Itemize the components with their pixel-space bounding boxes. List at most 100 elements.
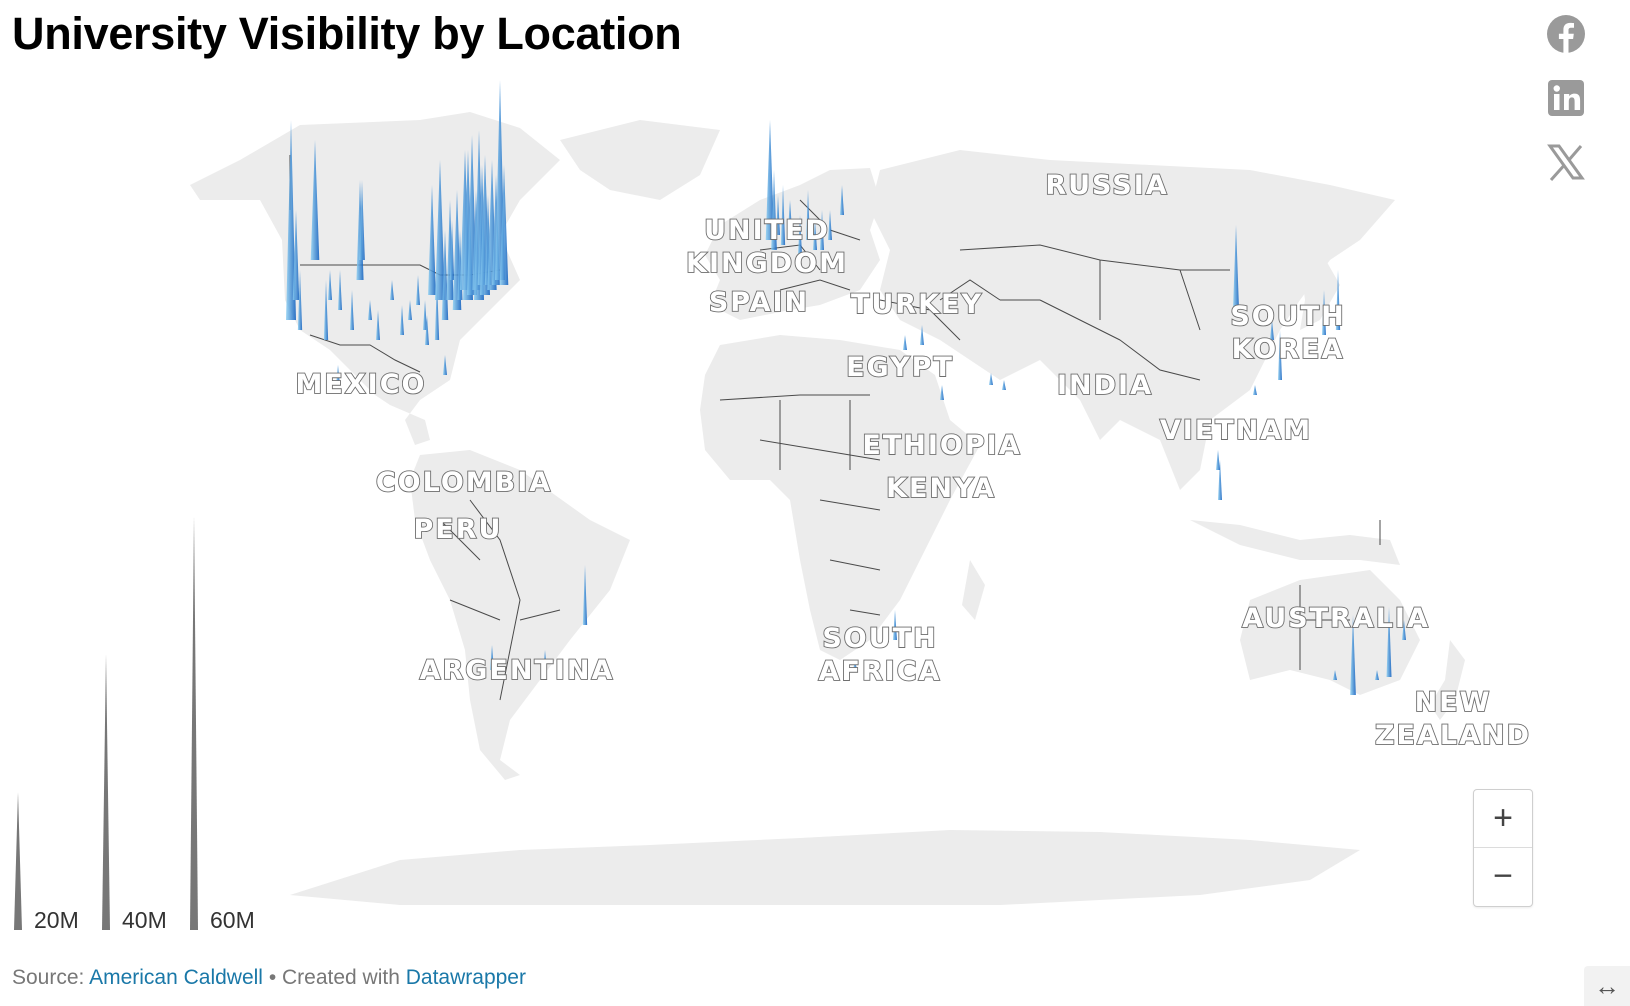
- linkedin-icon[interactable]: [1542, 74, 1590, 122]
- country-label-line: AFRICA: [819, 656, 942, 687]
- country-label-line: AUSTRALIA: [1242, 603, 1430, 634]
- location-spike[interactable]: [1278, 330, 1282, 380]
- border-us-mexico: [309, 334, 421, 373]
- location-spike[interactable]: [1232, 225, 1240, 310]
- country-label-argentina: ARGENTINA: [420, 655, 615, 686]
- country-label-line: MEXICO: [296, 369, 427, 400]
- land-australia: [1240, 570, 1420, 695]
- location-spike[interactable]: [1322, 290, 1326, 335]
- country-label-line: KOREA: [1232, 334, 1345, 365]
- location-spike[interactable]: [443, 355, 447, 375]
- country-label-colombia: COLOMBIA: [376, 467, 552, 498]
- location-spike[interactable]: [292, 210, 300, 300]
- location-spike[interactable]: [920, 325, 924, 345]
- source-link[interactable]: American Caldwell: [89, 966, 263, 989]
- location-spike[interactable]: [328, 270, 332, 300]
- location-spike[interactable]: [582, 565, 588, 625]
- location-spike[interactable]: [338, 270, 342, 310]
- location-spike[interactable]: [853, 660, 857, 670]
- location-spike[interactable]: [1402, 620, 1406, 640]
- border-south-america: [439, 499, 561, 701]
- location-spike[interactable]: [499, 165, 509, 285]
- border-australia: [1299, 585, 1350, 670]
- location-spike[interactable]: [425, 315, 429, 345]
- location-spike[interactable]: [336, 365, 340, 385]
- zoom-in-button[interactable]: +: [1493, 799, 1513, 837]
- country-label-south-korea: SOUTH KOREA: [1230, 301, 1345, 365]
- land-africa: [700, 335, 980, 660]
- location-spike[interactable]: [449, 220, 455, 280]
- location-spike[interactable]: [286, 120, 296, 320]
- country-label-line: VIETNAM: [1160, 415, 1312, 446]
- country-label-ethiopia: ETHIOPIA: [862, 430, 1021, 461]
- legend-spike: [14, 792, 22, 930]
- country-label-line: INDIA: [1057, 370, 1153, 401]
- location-spike[interactable]: [903, 335, 907, 350]
- location-spike[interactable]: [434, 280, 440, 340]
- country-label-kenya: KENYA: [886, 473, 996, 504]
- location-spike[interactable]: [408, 300, 412, 320]
- location-spike[interactable]: [813, 220, 817, 250]
- border-middle-east: [879, 279, 1001, 341]
- location-spike[interactable]: [1375, 670, 1379, 680]
- location-spike[interactable]: [428, 185, 436, 295]
- location-spike[interactable]: [1002, 380, 1006, 390]
- country-label-line: SPAIN: [709, 287, 809, 318]
- location-spike[interactable]: [435, 160, 445, 300]
- x-twitter-icon[interactable]: [1542, 138, 1590, 186]
- location-spike[interactable]: [390, 280, 394, 300]
- location-spike[interactable]: [840, 185, 844, 215]
- location-spike[interactable]: [780, 185, 786, 245]
- country-label-turkey: TURKEY: [851, 289, 983, 320]
- location-spike[interactable]: [776, 195, 780, 235]
- location-spike[interactable]: [820, 210, 824, 250]
- land-south-america: [410, 450, 630, 780]
- location-spike[interactable]: [368, 300, 372, 320]
- country-label-line: SOUTH: [822, 623, 937, 654]
- location-spike[interactable]: [989, 373, 993, 385]
- facebook-icon[interactable]: [1542, 10, 1590, 58]
- spike-layer: [286, 80, 1406, 695]
- location-spike[interactable]: [376, 310, 380, 340]
- location-spike[interactable]: [765, 120, 775, 240]
- location-spike[interactable]: [771, 170, 777, 250]
- location-spike[interactable]: [423, 300, 427, 330]
- location-spike[interactable]: [543, 650, 547, 670]
- land-new-zealand: [1430, 640, 1465, 720]
- location-spike[interactable]: [350, 290, 354, 330]
- datawrapper-link[interactable]: Datawrapper: [405, 966, 526, 989]
- location-spike[interactable]: [940, 385, 944, 400]
- country-label-line: EGYPT: [846, 352, 954, 383]
- location-spike[interactable]: [798, 215, 802, 255]
- location-spike[interactable]: [1335, 270, 1341, 330]
- location-spike[interactable]: [416, 275, 420, 305]
- land-madagascar: [962, 560, 985, 620]
- country-label-line: UNITED: [704, 215, 830, 246]
- location-spike[interactable]: [893, 610, 897, 640]
- resize-icon[interactable]: ↔: [1584, 966, 1630, 1006]
- country-label-peru: PERU: [414, 514, 503, 545]
- location-spike[interactable]: [828, 210, 832, 240]
- location-spike[interactable]: [490, 645, 494, 670]
- social-share-bar: [1542, 10, 1590, 202]
- location-spike[interactable]: [1386, 607, 1392, 677]
- location-spike[interactable]: [806, 190, 810, 240]
- country-label-line: ZEALAND: [1375, 720, 1531, 751]
- location-spike[interactable]: [1333, 670, 1337, 680]
- location-spike[interactable]: [400, 305, 404, 335]
- country-label-line: ARGENTINA: [420, 655, 615, 686]
- location-spike[interactable]: [788, 200, 792, 230]
- location-spike[interactable]: [323, 280, 329, 340]
- location-spike[interactable]: [297, 270, 303, 330]
- location-spike[interactable]: [1253, 385, 1257, 395]
- legend-spike: [102, 654, 110, 930]
- location-spike[interactable]: [1218, 460, 1222, 500]
- zoom-out-button[interactable]: −: [1474, 847, 1532, 905]
- location-spike[interactable]: [310, 140, 320, 260]
- land-asia: [870, 150, 1395, 490]
- location-spike[interactable]: [1270, 320, 1274, 340]
- location-spike[interactable]: [1216, 450, 1220, 470]
- location-spike[interactable]: [1350, 615, 1356, 695]
- location-spike[interactable]: [359, 180, 365, 260]
